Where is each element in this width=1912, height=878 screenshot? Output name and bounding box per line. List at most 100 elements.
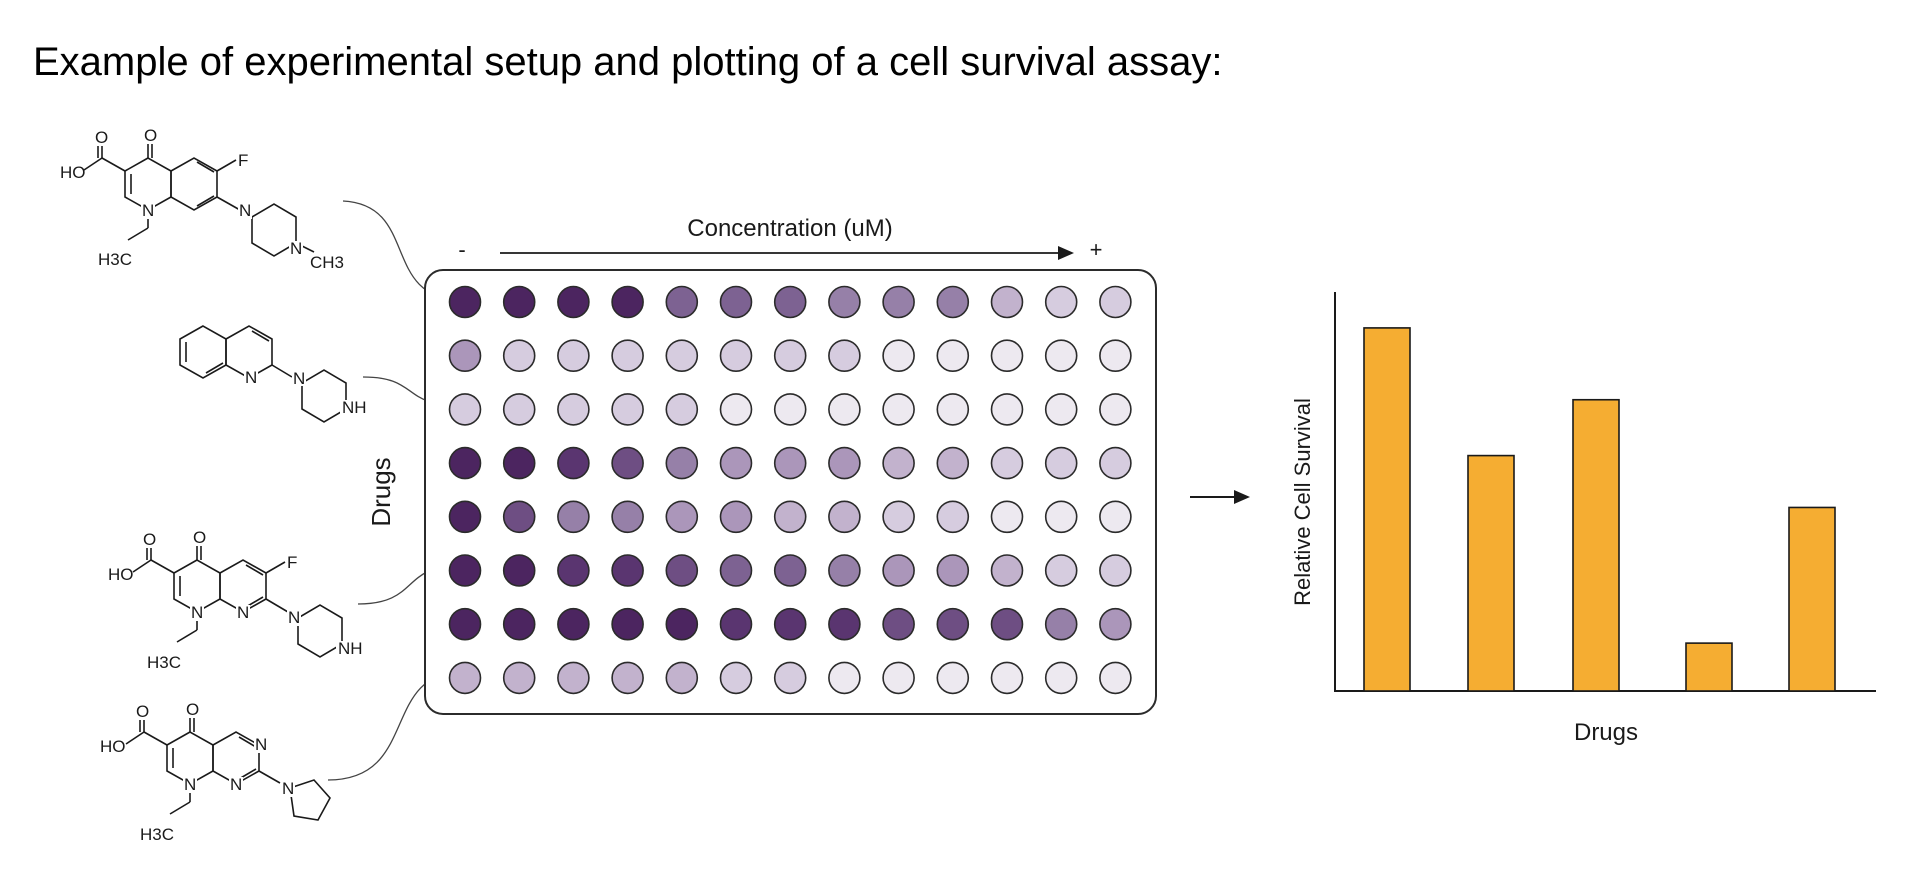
well <box>1044 661 1078 695</box>
well <box>665 446 699 480</box>
well <box>936 554 970 587</box>
well <box>1099 393 1132 426</box>
well <box>665 554 699 587</box>
well <box>990 285 1024 319</box>
well <box>990 554 1024 587</box>
well <box>719 339 753 373</box>
well <box>990 661 1024 695</box>
molecule-1 <box>83 140 315 257</box>
molecule-4 <box>125 714 331 821</box>
molecule-2 <box>179 325 347 423</box>
well <box>882 446 915 480</box>
well <box>936 500 970 534</box>
y-axis-label: Relative Cell Survival <box>1290 398 1315 606</box>
well <box>557 393 590 426</box>
well <box>773 554 807 587</box>
well <box>665 500 699 534</box>
atom-label: O <box>193 528 206 547</box>
atom-label: O <box>136 702 149 721</box>
well <box>1099 661 1132 695</box>
well <box>828 661 861 695</box>
well <box>502 393 536 426</box>
well <box>557 500 590 534</box>
well <box>828 393 861 426</box>
well <box>502 500 536 534</box>
well-plate <box>424 269 1157 715</box>
well <box>1044 554 1078 587</box>
atom-label: H3C <box>98 250 132 269</box>
well <box>1099 446 1132 480</box>
well <box>828 446 861 480</box>
well <box>828 607 861 641</box>
well <box>936 607 970 641</box>
well <box>502 607 536 641</box>
atom-label: F <box>287 553 297 572</box>
well <box>719 285 753 319</box>
plus-label: + <box>1090 237 1103 262</box>
well <box>773 285 807 319</box>
well <box>611 339 644 373</box>
well <box>882 554 915 587</box>
well <box>502 446 536 480</box>
well <box>557 446 590 480</box>
well <box>719 554 753 587</box>
atom-label: O <box>143 530 156 549</box>
atom-label: N <box>293 369 305 388</box>
well <box>557 661 590 695</box>
bar-chart: Drugs Relative Cell Survival <box>1290 292 1876 746</box>
well <box>990 339 1024 373</box>
well <box>936 393 970 426</box>
well <box>502 554 536 587</box>
well <box>936 446 970 480</box>
molecule-4-labels: O O HO N N N N H3C <box>100 700 295 844</box>
well <box>1044 446 1078 480</box>
bars <box>1363 327 1836 692</box>
well <box>828 285 861 319</box>
well <box>1099 339 1132 373</box>
atom-label: N <box>191 603 203 622</box>
flow-arrow <box>1190 490 1250 504</box>
well <box>990 607 1024 641</box>
well <box>611 285 644 319</box>
well <box>882 607 915 641</box>
well <box>502 661 536 695</box>
bar <box>1685 642 1733 692</box>
atom-label: O <box>186 700 199 719</box>
well <box>611 661 644 695</box>
well <box>448 661 482 695</box>
well <box>448 393 482 426</box>
well <box>882 285 915 319</box>
well <box>882 339 915 373</box>
atom-label: N <box>288 608 300 627</box>
atom-label: N <box>239 201 251 220</box>
well <box>882 500 915 534</box>
molecule-3 <box>132 542 343 658</box>
atom-label: NH <box>342 398 367 417</box>
well <box>611 393 644 426</box>
well <box>611 607 644 641</box>
well <box>665 393 699 426</box>
atom-label: N <box>282 779 294 798</box>
minus-label: - <box>458 237 465 262</box>
atom-label: HO <box>60 163 86 182</box>
well <box>1044 393 1078 426</box>
well <box>719 393 753 426</box>
x-axis-label: Drugs <box>1574 719 1638 746</box>
concentration-arrowhead <box>1058 246 1074 260</box>
atom-label: O <box>144 126 157 145</box>
well <box>448 500 482 534</box>
well <box>665 661 699 695</box>
well <box>665 285 699 319</box>
well <box>719 661 753 695</box>
well <box>557 285 590 319</box>
well <box>773 661 807 695</box>
concentration-label: Concentration (uM) <box>687 215 892 242</box>
well <box>773 339 807 373</box>
well <box>448 607 482 641</box>
bar <box>1363 327 1411 692</box>
atom-label: N <box>142 201 154 220</box>
well <box>448 285 482 319</box>
well <box>990 393 1024 426</box>
